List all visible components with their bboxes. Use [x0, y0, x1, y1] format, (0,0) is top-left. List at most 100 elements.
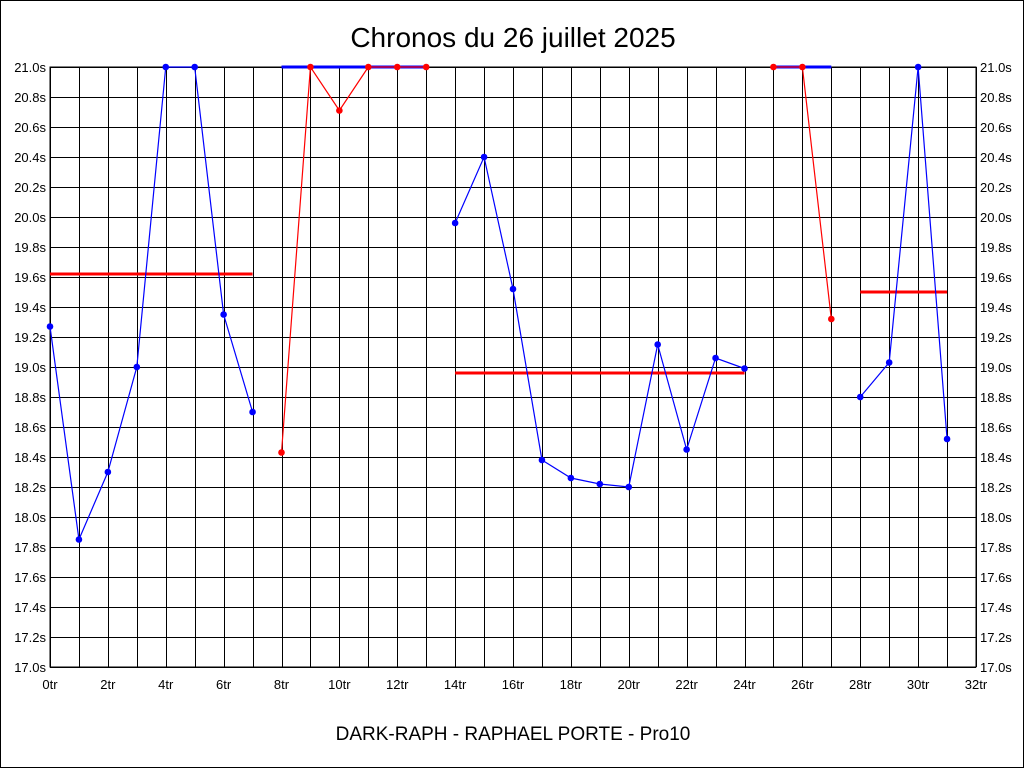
data-point: [509, 285, 517, 293]
y-tick-label-left: 17.0s: [14, 660, 46, 675]
data-point: [162, 63, 170, 71]
y-tick-label-right: 17.4s: [980, 600, 1012, 615]
y-tick-label-left: 17.6s: [14, 570, 46, 585]
data-point: [943, 435, 951, 443]
data-point: [336, 107, 343, 114]
series-line: [859, 66, 948, 440]
x-tick-label: 24tr: [733, 677, 756, 692]
data-point: [683, 446, 690, 453]
data-point: [770, 63, 777, 71]
tick-labels: 17.0s 17.0s 17.2s 17.2s 17.4s 17.4s 17.6s 17.6s…: [14, 60, 1012, 692]
x-tick-label: 16tr: [502, 677, 525, 692]
x-tick-label: 8tr: [274, 677, 290, 692]
y-tick-label-right: 20.8s: [980, 90, 1012, 105]
y-tick-label-right: 19.4s: [980, 300, 1012, 315]
series-group: [46, 63, 256, 543]
y-tick-label-left: 17.2s: [14, 630, 46, 645]
data-point: [249, 408, 256, 416]
y-tick-label-right: 21.0s: [980, 60, 1012, 75]
x-tick-label: 0tr: [42, 677, 58, 692]
data-point: [914, 63, 922, 71]
data-point: [191, 63, 198, 71]
x-tick-label: 2tr: [100, 677, 116, 692]
y-tick-label-left: 20.2s: [14, 180, 46, 195]
data-point: [422, 63, 430, 71]
y-tick-label-left: 18.4s: [14, 450, 46, 465]
data-point: [365, 63, 372, 71]
plot-area-border: [49, 66, 977, 668]
y-tick-label-left: 19.0s: [14, 360, 46, 375]
y-tick-label-right: 20.6s: [980, 120, 1012, 135]
x-tick-label: 4tr: [158, 677, 174, 692]
data-series: [46, 63, 951, 543]
y-tick-label-left: 20.4s: [14, 150, 46, 165]
y-tick-label-right: 20.2s: [980, 180, 1012, 195]
y-tick-label-right: 17.8s: [980, 540, 1012, 555]
grid-layer: [50, 67, 977, 668]
series-group: [770, 63, 835, 323]
y-tick-label-left: 19.8s: [14, 240, 46, 255]
data-point: [393, 63, 401, 71]
data-point: [712, 354, 719, 362]
data-point: [654, 341, 661, 348]
y-tick-label-left: 18.0s: [14, 510, 46, 525]
data-point: [885, 359, 893, 366]
y-tick-label-left: 18.6s: [14, 420, 46, 435]
y-tick-label-right: 18.4s: [980, 450, 1012, 465]
x-tick-label: 10tr: [328, 677, 351, 692]
y-tick-label-left: 20.6s: [14, 120, 46, 135]
chart-title: Chronos du 26 juillet 2025: [350, 22, 675, 53]
y-tick-label-right: 18.0s: [980, 510, 1012, 525]
y-tick-label-right: 20.0s: [980, 210, 1012, 225]
series-line: [49, 66, 254, 542]
y-tick-label-left: 18.2s: [14, 480, 46, 495]
series-group: [278, 63, 430, 456]
data-point: [307, 63, 314, 71]
x-tick-label: 14tr: [444, 677, 467, 692]
data-point: [104, 468, 112, 476]
series-group: [856, 63, 951, 443]
y-tick-label-left: 19.2s: [14, 330, 46, 345]
y-tick-label-right: 19.8s: [980, 240, 1012, 255]
y-tick-label-right: 17.6s: [980, 570, 1012, 585]
chart-footer: DARK-RAPH - RAPHAEL PORTE - Pro10: [336, 724, 691, 745]
y-tick-label-right: 18.6s: [980, 420, 1012, 435]
data-point: [799, 63, 806, 71]
data-point: [538, 456, 546, 464]
data-point: [856, 393, 864, 401]
data-point: [480, 153, 488, 161]
y-tick-label-left: 17.4s: [14, 600, 46, 615]
x-tick-label: 12tr: [386, 677, 409, 692]
y-tick-label-right: 17.0s: [980, 660, 1012, 675]
y-tick-label-left: 21.0s: [14, 60, 46, 75]
data-point: [567, 474, 575, 482]
x-tick-label: 18tr: [560, 677, 583, 692]
y-tick-label-right: 18.2s: [980, 480, 1012, 495]
series-line: [280, 65, 427, 453]
x-tick-label: 26tr: [791, 677, 814, 692]
data-point: [133, 363, 141, 371]
x-tick-label: 22tr: [675, 677, 698, 692]
y-tick-label-right: 20.4s: [980, 150, 1012, 165]
data-point: [220, 311, 227, 318]
data-point: [278, 449, 285, 456]
y-tick-label-right: 19.6s: [980, 270, 1012, 285]
data-point: [46, 323, 54, 330]
x-tick-label: 20tr: [618, 677, 641, 692]
y-tick-label-right: 17.2s: [980, 630, 1012, 645]
data-point: [596, 480, 604, 488]
data-point: [625, 483, 633, 491]
y-tick-label-left: 18.8s: [14, 390, 46, 405]
y-tick-label-right: 18.8s: [980, 390, 1012, 405]
data-point: [451, 219, 459, 227]
x-tick-label: 30tr: [907, 677, 930, 692]
y-tick-label-right: 19.2s: [980, 330, 1012, 345]
data-point: [741, 365, 748, 372]
series-group: [451, 153, 748, 491]
y-tick-label-left: 20.8s: [14, 90, 46, 105]
x-tick-label: 6tr: [216, 677, 232, 692]
data-point: [75, 536, 83, 543]
y-tick-label-left: 20.0s: [14, 210, 46, 225]
